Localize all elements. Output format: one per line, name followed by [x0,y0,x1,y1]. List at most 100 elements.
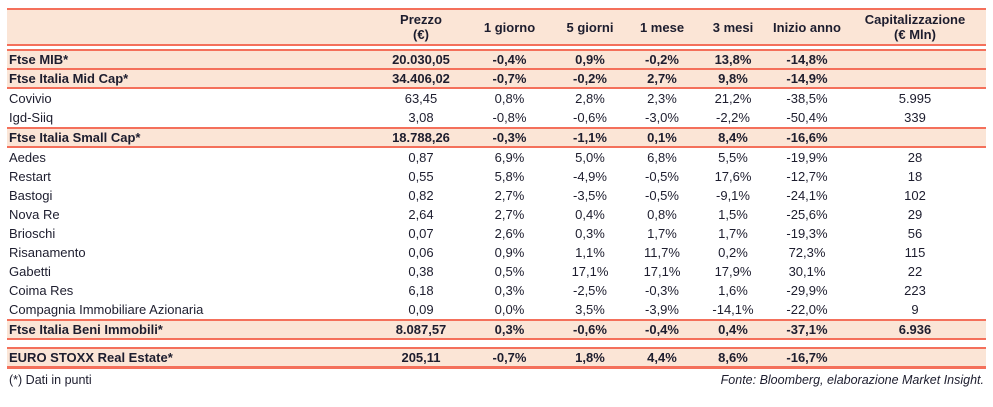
value-cell: 8,4% [696,127,770,148]
value-cell: -3,0% [628,108,696,128]
value-cell: -16,7% [770,347,844,369]
column-header: Capitalizzazione (€ Mln) [844,8,986,46]
value-cell: 5.995 [844,88,986,108]
table-row: Covivio 63,45 0,8% 2,8% 2,3% 21,2% -38,5% 5.995 [7,88,986,108]
value-cell: -37,1% [770,319,844,340]
value-cell: -2,5% [552,281,628,300]
value-cell: -0,8% [467,108,552,128]
instrument-name-cell: Igd-Siiq [7,108,375,128]
instrument-name-cell: Brioschi [7,224,375,243]
value-cell: 3,5% [552,300,628,320]
value-cell: -25,6% [770,205,844,224]
value-cell: -16,6% [770,127,844,148]
table-row: Risanamento 0,06 0,9% 1,1% 11,7% 0,2% 72,3% 115 [7,243,986,262]
value-cell: 72,3% [770,243,844,262]
value-cell: -24,1% [770,186,844,205]
value-cell: 1,6% [696,281,770,300]
value-cell [844,347,986,369]
value-cell: 2,3% [628,88,696,108]
value-cell: 11,7% [628,243,696,262]
value-cell: 1,7% [628,224,696,243]
value-cell: -0,2% [552,68,628,89]
value-cell: 0,5% [467,262,552,281]
column-header: 1 giorno [467,8,552,46]
table-row: Igd-Siiq 3,08 -0,8% -0,6% -3,0% -2,2% -50,4% 33… [7,108,986,128]
value-cell: 1,8% [552,347,628,369]
value-cell: 1,1% [552,243,628,262]
column-header: 5 giorni [552,8,628,46]
value-cell: 17,1% [628,262,696,281]
instrument-name-cell: Coima Res [7,281,375,300]
value-cell: 8,6% [696,347,770,369]
value-cell: 29 [844,205,986,224]
value-cell: -0,2% [628,49,696,70]
value-cell: -19,9% [770,147,844,167]
value-cell: 17,1% [552,262,628,281]
instrument-name-cell: Gabetti [7,262,375,281]
separator-row [7,44,986,51]
value-cell: 6,18 [375,281,467,300]
value-cell: 0,4% [696,319,770,340]
value-cell: 2,64 [375,205,467,224]
table-row: Coima Res 6,18 0,3% -2,5% -0,3% 1,6% -29,9% 223 [7,281,986,300]
value-cell: 102 [844,186,986,205]
value-cell: 0,87 [375,147,467,167]
value-cell: -29,9% [770,281,844,300]
value-cell: 9,8% [696,68,770,89]
value-cell: 0,09 [375,300,467,320]
value-cell: 6,9% [467,147,552,167]
value-cell: 4,4% [628,347,696,369]
value-cell: 17,9% [696,262,770,281]
value-cell: -0,7% [467,347,552,369]
value-cell: -4,9% [552,167,628,186]
value-cell: -14,8% [770,49,844,70]
value-cell: 0,3% [467,319,552,340]
value-cell: 8.087,57 [375,319,467,340]
value-cell: 3,08 [375,108,467,128]
value-cell: 0,8% [628,205,696,224]
value-cell: 223 [844,281,986,300]
value-cell: -3,5% [552,186,628,205]
value-cell: -12,7% [770,167,844,186]
value-cell: -50,4% [770,108,844,128]
value-cell: 0,3% [467,281,552,300]
table-row: Compagnia Immobiliare Azionaria 0,09 0,0% 3… [7,300,986,320]
value-cell: 0,55 [375,167,467,186]
value-cell: -9,1% [696,186,770,205]
instrument-name-cell: Covivio [7,88,375,108]
value-cell [844,68,986,89]
value-cell [844,49,986,70]
value-cell: -3,9% [628,300,696,320]
value-cell: 63,45 [375,88,467,108]
value-cell: 5,0% [552,147,628,167]
instrument-name-cell: Bastogi [7,186,375,205]
value-cell: -14,9% [770,68,844,89]
value-cell: -0,3% [467,127,552,148]
table-row: Nova Re 2,64 2,7% 0,4% 0,8% 1,5% -25,6% 29 [7,205,986,224]
value-cell: 0,1% [628,127,696,148]
separator-row [7,338,986,349]
table-row: EURO STOXX Real Estate* 205,11 -0,7% 1,8% 4,… [7,347,986,369]
value-cell: -38,5% [770,88,844,108]
value-cell: 2,6% [467,224,552,243]
value-cell: -1,1% [552,127,628,148]
value-cell: -0,5% [628,186,696,205]
value-cell: -0,3% [628,281,696,300]
column-header: Inizio anno [770,8,844,46]
value-cell: -0,5% [628,167,696,186]
instrument-name-cell: Nova Re [7,205,375,224]
value-cell [844,127,986,148]
instrument-name-cell: Ftse MIB* [7,49,375,70]
header-row: Prezzo (€) 1 giorno 5 giorni 1 mese 3 mesi Ini… [7,8,986,46]
value-cell: 18 [844,167,986,186]
table-row: Ftse Italia Small Cap* 18.788,26 -0,3% -1,1… [7,127,986,148]
table-row: Ftse Italia Mid Cap* 34.406,02 -0,7% -0,2% 2… [7,68,986,89]
table-row: Bastogi 0,82 2,7% -3,5% -0,5% -9,1% -24,1% 102 [7,186,986,205]
value-cell: 2,7% [467,186,552,205]
table-row: Brioschi 0,07 2,6% 0,3% 1,7% 1,7% -19,3% 56 [7,224,986,243]
value-cell: -0,4% [467,49,552,70]
value-cell: 5,8% [467,167,552,186]
table-footnotes: (*) Dati in punti Fonte: Bloomberg, elab… [7,373,986,387]
instrument-name-cell: Compagnia Immobiliare Azionaria [7,300,375,320]
